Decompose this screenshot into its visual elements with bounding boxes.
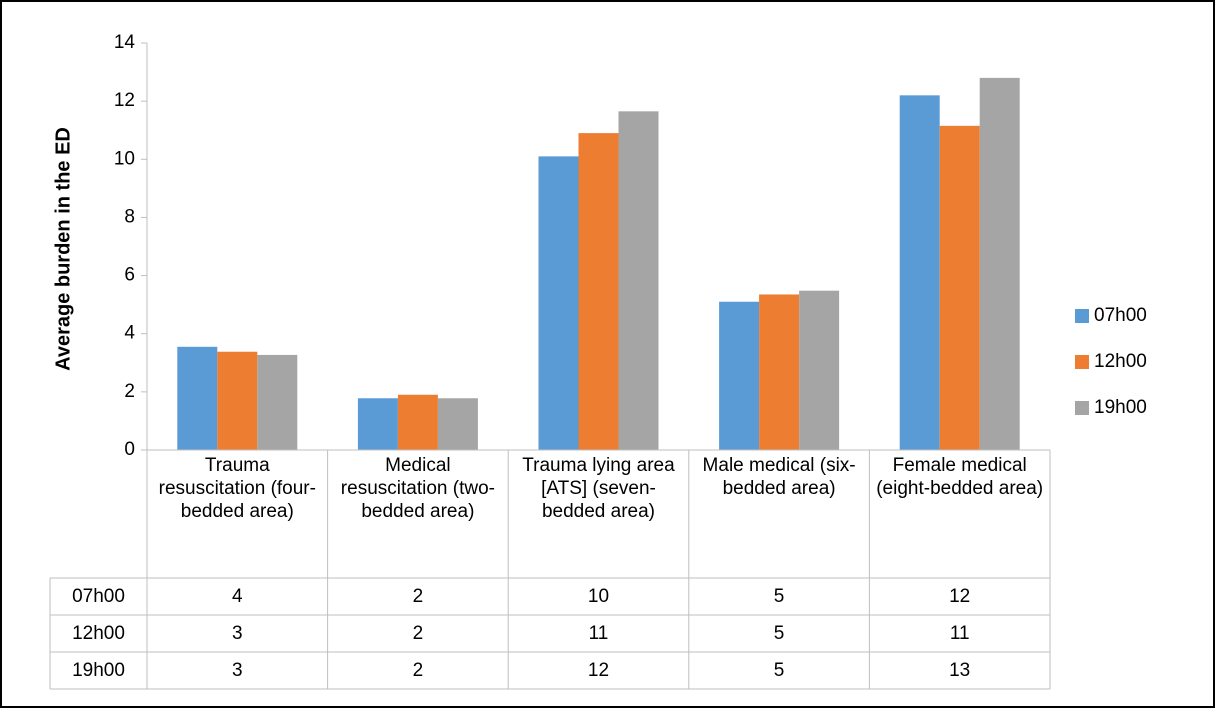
x-tick-label: Trauma lying area [ATS] (seven-bedded ar… [522, 455, 675, 522]
x-tick-label: Trauma resuscitation (four-bedded area) [158, 455, 316, 522]
legend-swatch [1075, 355, 1089, 369]
y-tick-label: 8 [124, 206, 135, 227]
x-tick-label: Female medical (eight-bedded area) [876, 455, 1044, 499]
y-axis-label: Average burden in the ED [52, 127, 74, 371]
y-tick-label: 14 [114, 32, 136, 53]
table-cell: 3 [232, 623, 243, 644]
bar [979, 77, 1020, 450]
table-cell: 2 [412, 586, 424, 607]
x-tick-label: Male medical (six-bedded area) [702, 455, 856, 499]
bar [618, 111, 659, 450]
bar [177, 346, 218, 450]
legend-swatch [1075, 401, 1089, 415]
table-cell: 5 [773, 586, 785, 607]
bar [437, 398, 478, 450]
table-row-label: 19h00 [72, 660, 125, 681]
bar [257, 354, 298, 450]
table-cell: 11 [949, 623, 970, 644]
y-tick-label: 4 [124, 323, 135, 344]
y-tick-label: 0 [124, 439, 135, 460]
table-cell: 2 [412, 660, 424, 681]
table-cell: 5 [773, 660, 785, 681]
bar [217, 351, 258, 450]
bar [578, 133, 619, 450]
legend-label: 12h00 [1094, 351, 1147, 372]
y-tick-label: 6 [124, 265, 135, 286]
table-row-label: 07h00 [72, 586, 125, 607]
legend-label: 07h00 [1094, 305, 1147, 326]
table-cell: 13 [949, 660, 971, 681]
bar [719, 301, 760, 450]
bar [357, 398, 398, 450]
table-cell: 12 [949, 586, 971, 607]
bar [799, 290, 840, 450]
y-tick-label: 10 [114, 148, 135, 169]
legend-swatch [1075, 309, 1089, 323]
bar [939, 125, 980, 450]
legend-label: 19h00 [1094, 397, 1147, 418]
table-cell: 5 [773, 623, 785, 644]
bar [538, 156, 579, 450]
table-cell: 2 [412, 623, 424, 644]
table-cell: 12 [587, 660, 610, 681]
bar [397, 394, 438, 450]
table-row-label: 12h00 [72, 623, 125, 644]
bar [759, 294, 800, 450]
bar [899, 95, 940, 450]
y-tick-label: 2 [124, 381, 135, 402]
table-cell: 3 [232, 660, 243, 681]
table-cell: 11 [588, 623, 609, 644]
table-cell: 10 [587, 586, 610, 607]
table-cell: 4 [232, 586, 243, 607]
x-tick-label: Medical resuscitation (two-bedded area) [340, 455, 495, 522]
y-tick-label: 12 [114, 90, 135, 111]
